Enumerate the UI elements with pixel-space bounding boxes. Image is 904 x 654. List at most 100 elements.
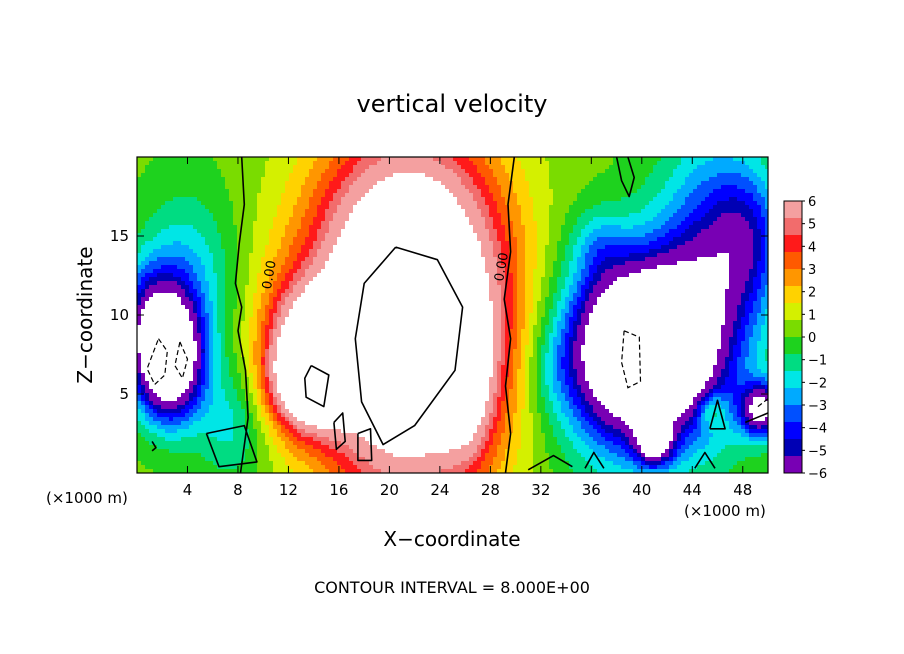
- field-cell: [577, 229, 582, 234]
- field-cell: [521, 277, 526, 282]
- field-cell: [669, 217, 674, 222]
- field-cell: [421, 193, 426, 198]
- field-cell: [213, 165, 218, 170]
- field-cell: [265, 217, 270, 222]
- field-cell: [761, 161, 766, 166]
- field-cell: [453, 269, 458, 274]
- field-cell: [629, 233, 634, 238]
- field-cell: [429, 261, 434, 266]
- field-cell: [197, 221, 202, 226]
- field-cell: [149, 245, 154, 250]
- field-cell: [349, 173, 354, 178]
- field-cell: [413, 193, 418, 198]
- field-cell: [513, 181, 518, 186]
- field-cell: [177, 281, 182, 286]
- field-cell: [753, 237, 758, 242]
- field-cell: [269, 177, 274, 182]
- field-cell: [201, 217, 206, 222]
- field-cell: [709, 177, 714, 182]
- field-cell: [201, 177, 206, 182]
- field-cell: [425, 249, 430, 254]
- field-cell: [561, 157, 566, 162]
- field-cell: [173, 189, 178, 194]
- field-cell: [493, 169, 498, 174]
- field-cell: [641, 165, 646, 170]
- field-cell: [545, 165, 550, 170]
- field-cell: [565, 241, 570, 246]
- field-cell: [381, 253, 386, 258]
- field-cell: [225, 241, 230, 246]
- field-cell: [165, 269, 170, 274]
- field-cell: [713, 169, 718, 174]
- field-cell: [249, 157, 254, 162]
- field-cell: [441, 221, 446, 226]
- field-cell: [165, 273, 170, 278]
- field-cell: [497, 245, 502, 250]
- field-cell: [637, 161, 642, 166]
- field-cell: [209, 253, 214, 258]
- field-cell: [665, 181, 670, 186]
- field-cell: [669, 229, 674, 234]
- field-cell: [185, 269, 190, 274]
- field-cell: [677, 265, 682, 270]
- field-cell: [237, 169, 242, 174]
- field-cell: [137, 245, 142, 250]
- field-cell: [489, 221, 494, 226]
- field-cell: [609, 157, 614, 162]
- field-cell: [701, 257, 706, 262]
- field-cell: [633, 269, 638, 274]
- field-cell: [505, 257, 510, 262]
- field-cell: [417, 185, 422, 190]
- field-cell: [217, 225, 222, 230]
- field-cell: [733, 193, 738, 198]
- field-cell: [145, 173, 150, 178]
- field-cell: [165, 281, 170, 286]
- field-cell: [341, 233, 346, 238]
- field-cell: [581, 157, 586, 162]
- field-cell: [657, 213, 662, 218]
- field-cell: [257, 205, 262, 210]
- field-cell: [301, 245, 306, 250]
- field-cell: [533, 261, 538, 266]
- field-cell: [185, 261, 190, 266]
- field-cell: [189, 273, 194, 278]
- field-cell: [745, 193, 750, 198]
- field-cell: [665, 225, 670, 230]
- field-cell: [265, 277, 270, 282]
- field-cell: [581, 181, 586, 186]
- field-cell: [429, 237, 434, 242]
- field-cell: [357, 213, 362, 218]
- field-cell: [149, 209, 154, 214]
- field-cell: [669, 157, 674, 162]
- field-cell: [577, 161, 582, 166]
- field-cell: [397, 185, 402, 190]
- field-cell: [149, 213, 154, 218]
- field-cell: [473, 221, 478, 226]
- field-cell: [457, 161, 462, 166]
- field-cell: [765, 241, 768, 246]
- field-cell: [313, 161, 318, 166]
- field-cell: [329, 165, 334, 170]
- field-cell: [209, 265, 214, 270]
- field-cell: [461, 217, 466, 222]
- field-cell: [237, 157, 242, 162]
- field-cell: [601, 261, 606, 266]
- field-cell: [405, 257, 410, 262]
- field-cell: [625, 273, 630, 278]
- field-cell: [697, 253, 702, 258]
- field-cell: [741, 233, 746, 238]
- field-cell: [281, 245, 286, 250]
- field-cell: [249, 253, 254, 258]
- field-cell: [693, 277, 698, 282]
- field-cell: [249, 229, 254, 234]
- field-cell: [221, 205, 226, 210]
- field-cell: [437, 233, 442, 238]
- field-cell: [473, 177, 478, 182]
- field-cell: [421, 197, 426, 202]
- field-cell: [249, 217, 254, 222]
- field-cell: [201, 229, 206, 234]
- field-cell: [501, 265, 506, 270]
- field-cell: [693, 233, 698, 238]
- field-cell: [193, 185, 198, 190]
- field-cell: [445, 265, 450, 270]
